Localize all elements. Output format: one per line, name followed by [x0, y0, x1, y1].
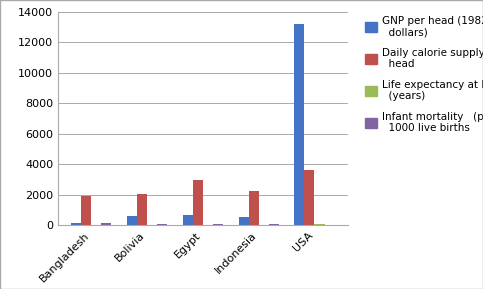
Bar [213, 224, 223, 225]
Bar [239, 216, 249, 225]
Bar [193, 180, 203, 225]
Bar [304, 170, 314, 225]
Bar [183, 215, 193, 225]
Legend: GNP per head (1982: US
  dollars), Daily calorie supply per
  head, Life expecta: GNP per head (1982: US dollars), Daily c… [362, 12, 483, 136]
Bar [269, 224, 279, 225]
Bar [295, 24, 304, 225]
Bar [314, 224, 325, 225]
Bar [101, 223, 111, 225]
Bar [127, 216, 137, 225]
Bar [249, 191, 259, 225]
Bar [71, 223, 81, 225]
Bar [137, 194, 147, 225]
Bar [157, 223, 167, 225]
Bar [81, 197, 91, 225]
